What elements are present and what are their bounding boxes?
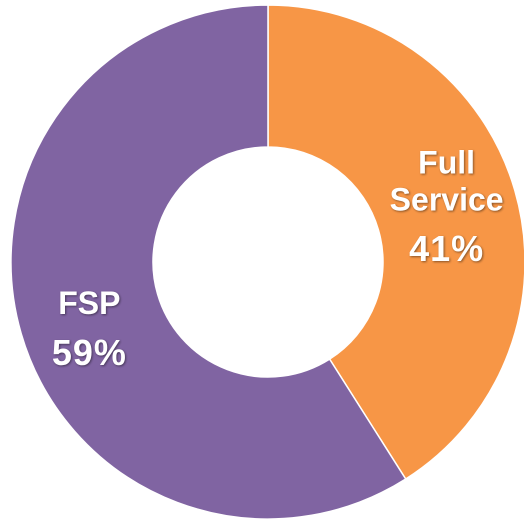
value-label: 59% bbox=[51, 331, 127, 373]
value-label: 41% bbox=[409, 228, 485, 270]
slice-label: Full Service bbox=[389, 144, 504, 218]
donut-slice bbox=[267, 4, 524, 481]
donut-slice bbox=[10, 4, 407, 520]
slice-label: FSP bbox=[58, 285, 121, 322]
